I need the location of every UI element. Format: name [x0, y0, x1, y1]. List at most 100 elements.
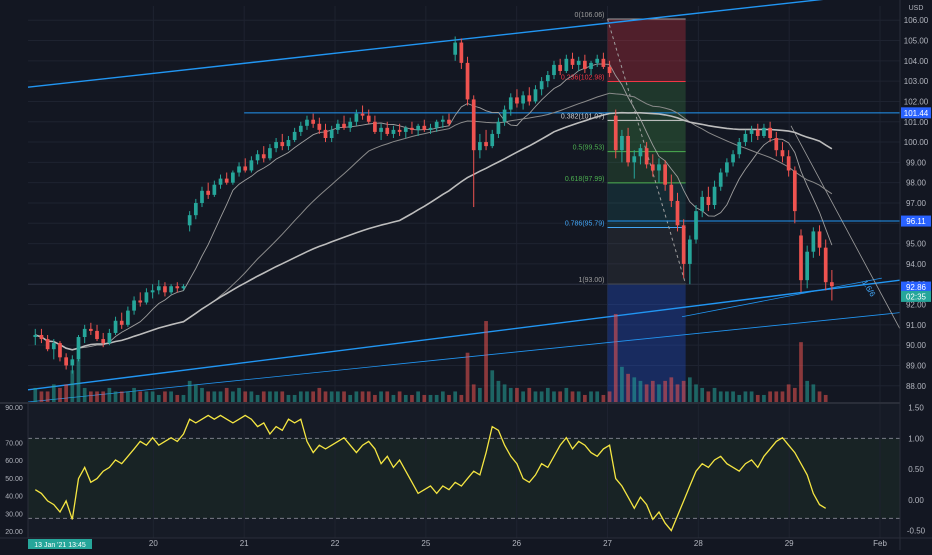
candle-body	[342, 123, 346, 128]
candle-body	[280, 142, 285, 147]
volume-bar	[718, 391, 723, 402]
volume-bar	[502, 384, 507, 402]
candle-body	[780, 150, 785, 157]
candle-body	[731, 154, 735, 163]
volume-bar	[755, 394, 760, 402]
candle-body	[64, 357, 68, 366]
indicator-right-tick: 0.50	[908, 465, 924, 474]
candle-body	[360, 113, 365, 116]
volume-bar	[150, 391, 155, 402]
time-tick-label: 21	[240, 539, 249, 548]
candle-body	[478, 142, 482, 151]
candle-body	[206, 190, 211, 195]
candle-body	[366, 115, 371, 122]
volume-bar	[576, 391, 581, 402]
volume-bar	[373, 394, 377, 402]
volume-bar	[39, 391, 44, 402]
volume-bar	[107, 387, 112, 402]
volume-bar	[657, 384, 661, 402]
price-badge	[901, 281, 931, 293]
candle-body	[58, 343, 62, 358]
volume-bar	[607, 391, 612, 402]
candle-body	[669, 184, 674, 201]
volume-bar	[101, 391, 106, 402]
fib-level-label: 0.786(95.79)	[565, 221, 605, 228]
candle-body	[694, 211, 698, 240]
indicator-left-tick: 70.00	[5, 440, 23, 447]
volume-bar	[187, 380, 192, 402]
volume-bar	[336, 391, 340, 402]
volume-bar	[360, 391, 365, 402]
candle-body	[422, 125, 427, 130]
volume-bar	[175, 394, 180, 402]
time-tick-label: 28	[694, 539, 703, 548]
time-tick-label: 26	[512, 539, 521, 548]
volume-bar	[261, 391, 266, 402]
horizontal-levels	[28, 112, 900, 285]
volume-bar	[280, 391, 285, 402]
volume-bar	[706, 391, 711, 402]
volume-bar	[33, 387, 38, 402]
candle-body	[521, 95, 525, 104]
volume-bar	[385, 391, 390, 402]
candle-body	[119, 320, 124, 325]
candle-body	[545, 75, 550, 82]
indicator-left-tick: 20.00	[5, 529, 23, 536]
volume-bar	[317, 387, 322, 402]
volume-bar	[823, 394, 828, 402]
candle-body	[725, 162, 729, 173]
candle-body	[823, 247, 828, 283]
volume-bar	[521, 391, 525, 402]
volume-bar	[805, 380, 810, 402]
candle-body	[385, 127, 390, 134]
candle-body	[113, 320, 118, 333]
volume-bar	[725, 391, 729, 402]
time-axis: 20 21 22 25 26 27 28 29 Feb 13 Jan '21 13:45	[28, 539, 887, 549]
candle-body	[255, 154, 260, 161]
volume-bar	[268, 391, 272, 402]
candle-body	[175, 286, 180, 289]
price-tick-label: 101.00	[904, 118, 929, 127]
volume-bar	[58, 387, 62, 402]
volume-bar	[508, 387, 513, 402]
price-tick-label: 106.00	[904, 16, 929, 25]
candle-body	[459, 42, 464, 63]
candle-body	[187, 215, 192, 226]
candle-body	[243, 166, 248, 171]
volume-bar	[780, 391, 785, 402]
volume-bar	[644, 384, 649, 402]
volume-bar	[762, 394, 766, 402]
volume-bar	[583, 394, 587, 402]
volume-bar	[626, 373, 630, 402]
candle-body	[527, 95, 532, 102]
volume-bars	[33, 314, 828, 402]
price-tick-label: 94.00	[906, 260, 927, 269]
candle-body	[768, 127, 772, 138]
moving-average-line	[35, 111, 833, 351]
candle-body	[212, 184, 217, 195]
volume-bar	[113, 391, 118, 402]
volume-bar	[416, 391, 420, 402]
volume-bar	[200, 387, 204, 402]
candle-body	[774, 138, 779, 151]
candle-body	[51, 343, 56, 350]
volume-bar	[428, 394, 433, 402]
indicator-left-tick: 90.00	[5, 405, 23, 412]
candle-body	[755, 129, 760, 136]
volume-bar	[45, 391, 50, 402]
candle-body	[583, 60, 587, 69]
volume-bar	[589, 391, 593, 402]
price-tick-label: 99.00	[906, 158, 927, 167]
volume-bar	[675, 384, 680, 402]
indicator-axis: 90.00 70.00 60.00 50.00 40.00 30.00 20.00 1.50 1…	[5, 404, 925, 536]
volume-bar	[669, 377, 674, 402]
candle-body	[515, 97, 519, 104]
volume-bar	[687, 377, 692, 402]
candle-body	[601, 58, 606, 67]
volume-bar	[737, 394, 742, 402]
volume-bar	[354, 391, 359, 402]
indicator-left-tick: 50.00	[5, 476, 23, 483]
candle-body	[305, 119, 309, 126]
volume-bar	[453, 391, 458, 402]
